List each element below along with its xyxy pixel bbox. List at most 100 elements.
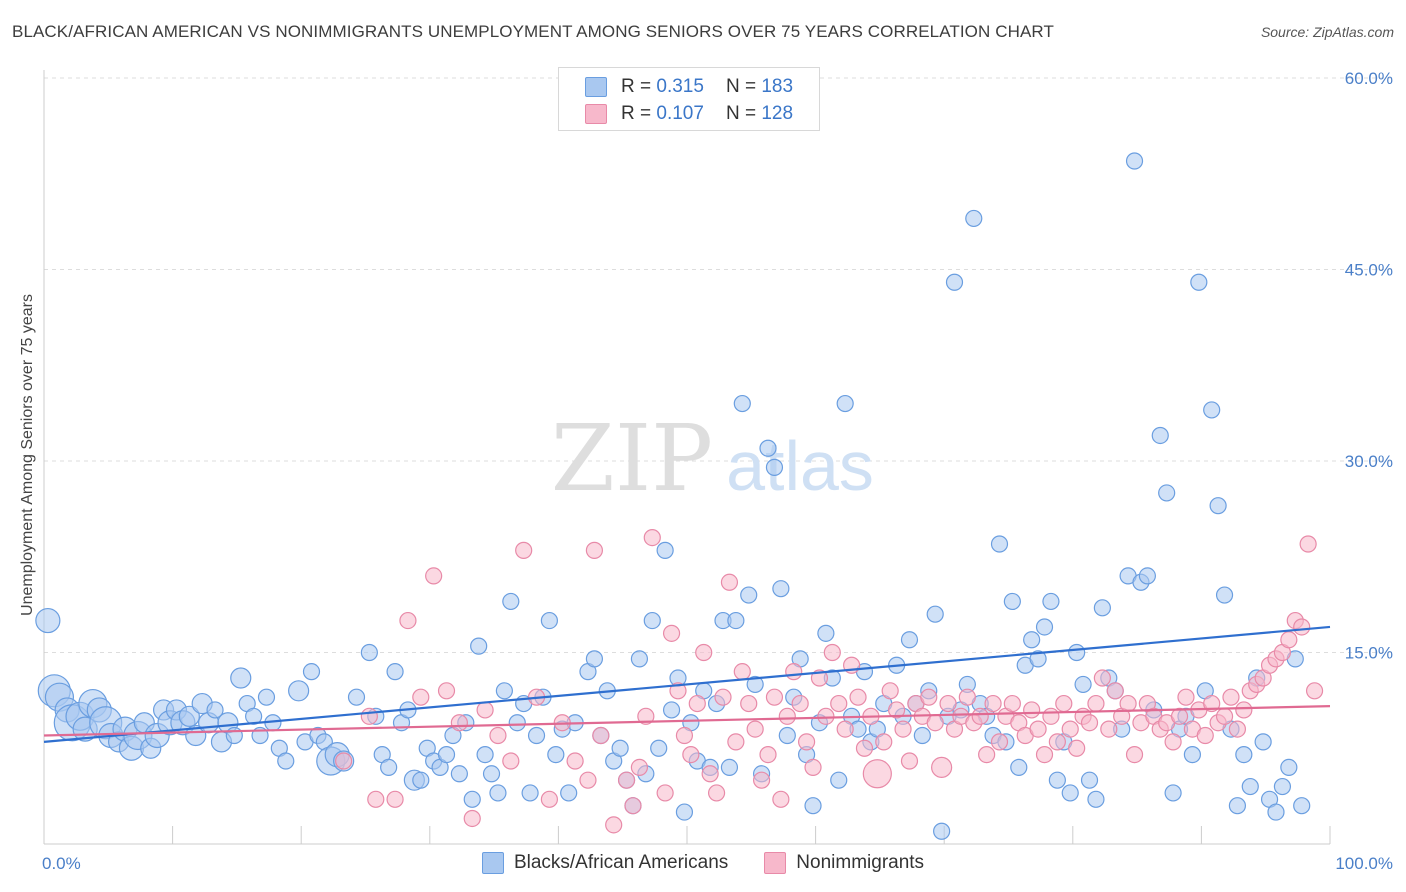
blacks-point [1215,586,1234,604]
nonimmigrants-point [1293,618,1311,636]
nonimmigrants-point [881,682,899,700]
nonimmigrants-point [823,643,841,662]
blacks-point [508,714,526,732]
bottom-legend-nonimmigrants: Nonimmigrants [764,852,924,874]
nonimmigrants-point [862,759,892,789]
nonimmigrants-point [605,816,623,834]
nonimmigrants-point [1222,688,1240,706]
bottom-legend: Blacks/African Americans Nonimmigrants [0,852,1406,874]
blacks-point [900,631,919,649]
tick-labels: 15.0% 30.0% 45.0% 60.0% 0.0% 100.0% [42,69,1393,873]
blacks-point [720,758,739,777]
blacks-point [1080,771,1099,789]
nonimmigrants-point [1125,746,1144,764]
nonimmigrants-point [990,733,1009,751]
legend-r-value: 0.107 [656,103,704,124]
blacks-point [1280,758,1298,777]
nonimmigrants-point [752,771,771,789]
nonimmigrants-point [425,567,443,585]
nonimmigrants-point [1280,631,1298,649]
blacks-point [1293,797,1311,815]
nonimmigrants-point [931,756,953,779]
nonimmigrants-point [1305,682,1324,700]
nonimmigrants-point [1119,694,1137,713]
series-nonimmigrants-points [335,528,1324,834]
legend-r-label: R = [621,103,652,124]
nonimmigrants-point [463,809,481,828]
nonimmigrants-point [1235,701,1253,719]
blacks-point [302,663,321,681]
blacks-point [521,784,539,802]
nonimmigrants-point [746,720,764,738]
nonimmigrants-point [1228,720,1247,738]
blacks-point [560,784,578,802]
nonimmigrants-point [1061,720,1079,738]
nonimmigrants-point [1035,746,1054,764]
blacks-point [1010,758,1028,777]
nonimmigrants-point [682,746,700,764]
blacks-point [547,746,565,764]
blacks-point [1151,426,1169,445]
nonimmigrants-point [894,720,912,738]
axes [43,70,1331,845]
blacks-point [178,705,200,727]
nonimmigrants-point [797,733,816,751]
trend-lines [43,625,1331,743]
blacks-point [495,682,513,700]
blacks-point [1125,152,1144,170]
nonimmigrants-point [804,758,822,777]
nonimmigrants-point [1100,720,1118,738]
blacks-point [611,739,629,757]
watermark: ZIP atlas [551,405,874,512]
nonimmigrants-point [643,528,661,547]
nonimmigrants-point [695,643,713,662]
blacks-point [1093,599,1111,617]
blacks-point [1209,497,1227,515]
nonimmigrants-point [412,688,430,706]
nonimmigrants-point [701,765,719,783]
blacks-point [463,790,481,808]
nonimmigrants-point [978,746,996,764]
nonimmigrants-point [926,714,944,732]
blacks-point [990,535,1009,553]
blacks-point [245,707,263,725]
blacks-point [1042,592,1060,611]
blacks-point [830,771,848,789]
nonimmigrants-point [1170,707,1189,725]
nonimmigrants-point [772,790,790,808]
nonimmigrants-point [662,624,681,642]
blacks-point [502,592,520,611]
nonimmigrants-point [849,688,867,706]
blacks-point [1158,484,1176,502]
blacks-point [585,650,604,668]
nonimmigrants-point [855,739,874,757]
blacks-point [1035,618,1054,636]
nonimmigrants-point [502,752,520,770]
nonimmigrants-point [579,771,597,789]
blacks-point [1235,746,1253,764]
nonimmigrants-point [1203,694,1221,713]
blacks-point [1273,777,1292,796]
blacks-point [965,209,983,228]
nonimmigrants-point [367,790,385,808]
blacks-point [675,803,694,821]
nonimmigrants-point [920,688,938,706]
blacks-point [476,746,494,764]
nonimmigrants-point [1215,707,1234,725]
nonimmigrants-point [1048,733,1066,751]
legend-row-blacks: R = 0.315 N = 183 [585,75,793,99]
blacks-point [740,586,758,604]
nonimmigrants-point [617,771,636,789]
blacks-point [540,611,558,630]
blacks-point [926,605,944,623]
blacks-point [347,688,366,706]
nonimmigrants-point [765,688,784,706]
x-tick-label: 0.0% [42,854,81,873]
nonimmigrants-point [566,752,584,770]
blacks-point [1254,733,1272,751]
y-tick-label: 30.0% [1345,452,1393,471]
nonimmigrants-point [817,707,835,725]
nonimmigrants-point [727,733,745,751]
nonimmigrants-point [1023,701,1041,719]
